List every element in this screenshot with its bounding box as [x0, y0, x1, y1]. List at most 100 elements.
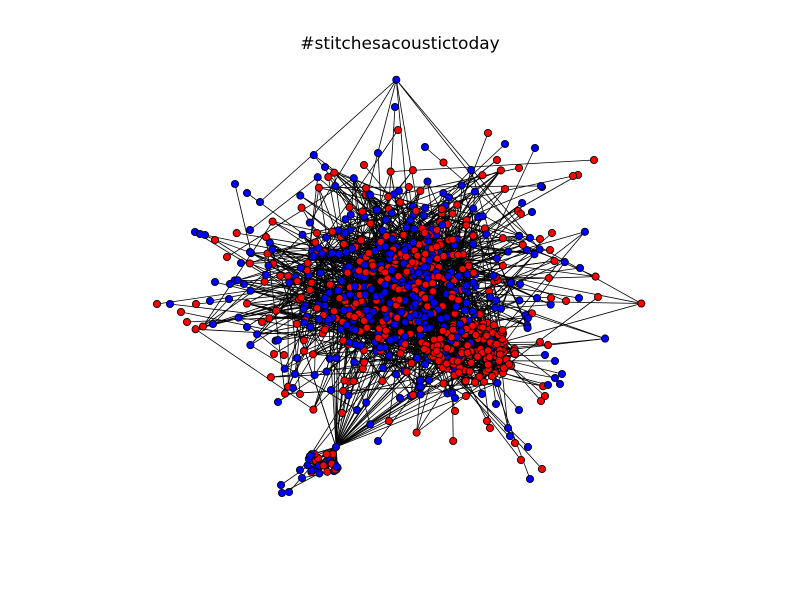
graph-node: [450, 406, 460, 416]
graph-node: [514, 405, 524, 415]
graph-node: [409, 390, 418, 400]
graph-node: [314, 183, 323, 192]
graph-node: [350, 282, 359, 291]
graph-node: [300, 318, 309, 327]
graph-node: [351, 325, 360, 334]
graph-node: [345, 338, 354, 347]
graph-node: [290, 369, 300, 379]
graph-node: [361, 268, 370, 277]
graph-node: [522, 245, 532, 255]
graph-node: [296, 191, 305, 200]
graph-node: [428, 279, 437, 288]
graph-node: [234, 313, 243, 322]
graph-node: [349, 377, 358, 386]
graph-node: [360, 358, 369, 367]
graph-node: [535, 234, 545, 244]
graph-node: [325, 280, 335, 289]
graph-node: [397, 307, 406, 317]
graph-node: [414, 278, 423, 287]
graph-node: [299, 347, 308, 356]
graph-node: [322, 450, 331, 459]
graph-node: [413, 353, 422, 362]
graph-node: [543, 380, 553, 390]
graph-edge: [326, 318, 337, 372]
graph-node: [416, 186, 425, 196]
graph-node: [421, 294, 430, 303]
graph-node: [530, 250, 539, 259]
graph-node: [483, 346, 493, 355]
graph-node: [499, 364, 508, 373]
graph-node: [232, 229, 241, 238]
graph-node: [382, 231, 391, 241]
graph-node: [430, 298, 439, 307]
graph-node: [339, 386, 348, 395]
graph-node: [437, 205, 446, 214]
graph-node: [550, 256, 559, 266]
graph-node: [415, 375, 425, 385]
graph-edge: [491, 376, 497, 405]
graph-node: [176, 307, 186, 317]
graph-node: [364, 249, 373, 258]
graph-node: [381, 280, 390, 289]
graph-node: [366, 190, 375, 199]
graph-node: [448, 325, 458, 334]
graph-node: [500, 139, 510, 149]
graph-node: [279, 350, 289, 360]
graph-node: [557, 369, 567, 379]
graph-node: [356, 341, 365, 350]
graph-node: [415, 325, 424, 334]
graph-node: [242, 188, 252, 198]
graph-node: [525, 474, 535, 484]
graph-node: [205, 296, 215, 306]
graph-node: [378, 376, 387, 386]
graph-node: [292, 353, 302, 363]
graph-node: [317, 249, 326, 258]
graph-node: [354, 266, 364, 275]
graph-node: [601, 334, 610, 343]
graph-node: [386, 336, 395, 345]
graph-node: [591, 272, 600, 281]
graph-node: [297, 473, 307, 483]
graph-node: [453, 250, 463, 259]
graph-node: [325, 288, 334, 297]
graph-node: [239, 279, 249, 289]
graph-node: [381, 268, 390, 277]
graph-edge: [305, 267, 581, 307]
graph-node: [575, 263, 585, 273]
graph-node: [200, 230, 210, 240]
graph-node: [303, 258, 312, 268]
graph-node: [455, 319, 465, 328]
graph-node: [498, 234, 507, 243]
graph-node: [313, 173, 322, 182]
graph-edge: [503, 367, 556, 379]
graph-node: [329, 307, 338, 316]
graph-node: [411, 206, 420, 215]
graph-node: [453, 357, 462, 366]
graph-node: [492, 155, 502, 165]
graph-node: [332, 354, 341, 363]
graph-node: [320, 301, 330, 310]
graph-edge: [390, 159, 595, 172]
graph-node: [518, 198, 527, 208]
graph-node: [233, 276, 242, 285]
graph-node: [273, 335, 283, 345]
graph-node: [393, 125, 403, 135]
graph-node: [276, 480, 286, 490]
graph-edge: [327, 176, 339, 231]
graph-node: [316, 268, 325, 277]
graph-node: [359, 160, 369, 170]
graph-node: [273, 397, 283, 407]
graph-node: [485, 293, 495, 302]
graph-node: [457, 181, 466, 190]
graph-node: [482, 331, 491, 340]
graph-node: [402, 367, 411, 376]
graph-node: [433, 254, 442, 263]
graph-node: [408, 258, 417, 267]
graph-node: [545, 245, 555, 255]
graph-node: [384, 416, 394, 426]
graph-node: [443, 343, 452, 353]
graph-node: [366, 420, 375, 429]
graph-node: [331, 181, 340, 191]
graph-edge: [212, 234, 303, 325]
graph-edge: [284, 382, 498, 394]
